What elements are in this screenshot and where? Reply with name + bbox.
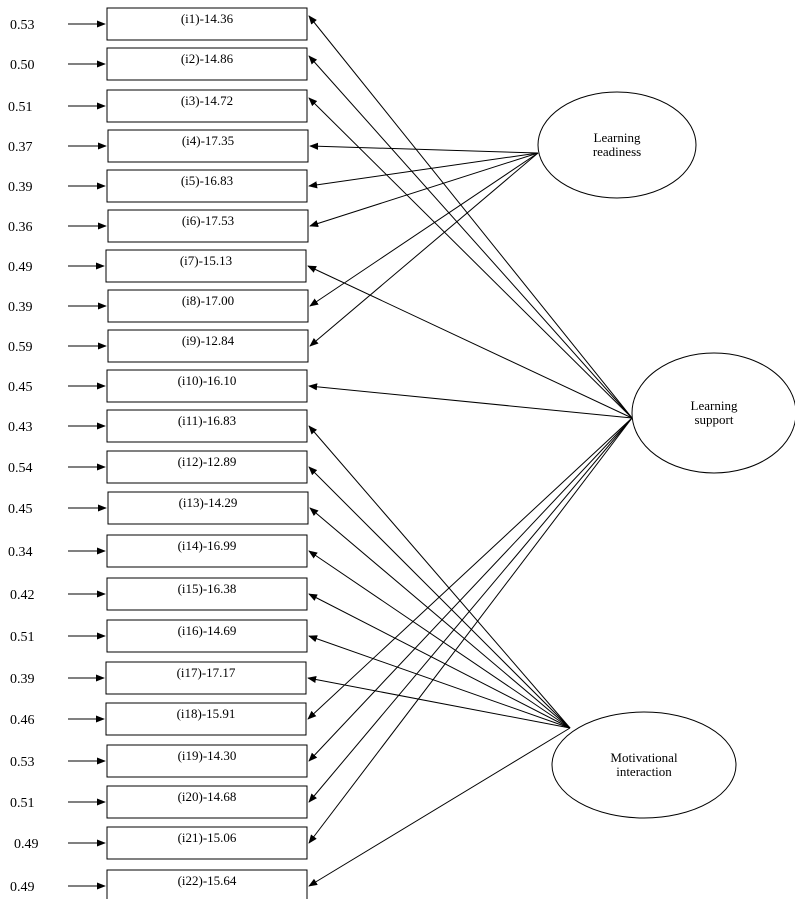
indicator-label-i16: (i16)-14.69 [178, 623, 237, 638]
error-variance-i1: 0.53 [10, 18, 35, 33]
error-variance-i11: 0.43 [8, 420, 33, 435]
indicator-label-i13: (i13)-14.29 [179, 495, 238, 510]
error-variance-i8: 0.39 [8, 300, 33, 315]
loading-path-motivational-i22 [308, 727, 571, 887]
loading-path-readiness-i9 [309, 152, 539, 347]
indicator-label-i12: (i12)-12.89 [178, 454, 237, 469]
indicator-box-i18 [105, 702, 307, 736]
indicator-label-i18: (i18)-15.91 [177, 706, 236, 721]
latent-factor-support [631, 352, 795, 474]
loading-path-support-i1 [308, 15, 633, 419]
indicator-label-i15: (i15)-16.38 [178, 581, 237, 596]
loading-path-support-i10 [308, 383, 633, 419]
factor-label-readiness-1: Learning [594, 130, 641, 145]
indicator-box-i15 [106, 577, 308, 611]
loading-path-motivational-i17 [307, 675, 571, 729]
indicator-label-i19: (i19)-14.30 [178, 748, 237, 763]
indicator-box-i3 [106, 89, 308, 123]
indicator-label-i2: (i2)-14.86 [181, 51, 234, 66]
indicator-label-i7: (i7)-15.13 [180, 253, 232, 268]
indicator-box-i19 [106, 744, 308, 778]
error-variance-i5: 0.39 [8, 180, 33, 195]
factor-label-readiness-2: readiness [593, 144, 641, 159]
error-variance-i21: 0.49 [14, 837, 39, 852]
error-variance-i22: 0.49 [10, 880, 35, 895]
loading-path-readiness-i4 [309, 142, 539, 154]
indicator-box-i2 [106, 47, 308, 81]
error-variance-i15: 0.42 [10, 588, 35, 603]
indicator-label-i20: (i20)-14.68 [178, 789, 237, 804]
loading-path-support-i3 [308, 97, 633, 419]
indicator-box-i8 [107, 289, 309, 323]
loading-path-motivational-i15 [308, 593, 571, 729]
loading-path-support-i18 [307, 417, 633, 720]
error-variance-i14: 0.34 [8, 545, 33, 560]
indicator-box-i1 [106, 7, 308, 41]
indicator-label-i4: (i4)-17.35 [182, 133, 234, 148]
indicator-box-i13 [107, 491, 309, 525]
error-variance-i7: 0.49 [8, 260, 33, 275]
indicator-box-i10 [106, 369, 308, 403]
indicator-box-i21 [106, 826, 308, 860]
indicator-box-i20 [106, 785, 308, 819]
factor-label-motivational-1: Motivational [610, 750, 678, 765]
indicator-label-i21: (i21)-15.06 [178, 830, 237, 845]
error-variance-i10: 0.45 [8, 380, 33, 395]
error-variance-i3: 0.51 [8, 100, 33, 115]
indicator-box-i4 [107, 129, 309, 163]
error-variance-i4: 0.37 [8, 140, 33, 155]
factor-label-motivational-2: interaction [616, 764, 672, 779]
indicator-label-i17: (i17)-17.17 [177, 665, 236, 680]
indicator-label-i14: (i14)-16.99 [178, 538, 237, 553]
error-variance-i12: 0.54 [8, 461, 33, 476]
factor-label-support-2: support [695, 412, 734, 427]
indicator-box-i11 [106, 409, 308, 443]
indicator-box-i7 [105, 249, 307, 283]
loading-path-motivational-i12 [308, 466, 571, 729]
error-variance-i13: 0.45 [8, 502, 33, 517]
indicator-box-i5 [106, 169, 308, 203]
indicator-label-i8: (i8)-17.00 [182, 293, 234, 308]
indicator-box-i12 [106, 450, 308, 484]
indicator-box-i6 [107, 209, 309, 243]
indicator-box-i16 [106, 619, 308, 653]
loading-path-motivational-i16 [308, 635, 571, 729]
latent-factor-readiness [537, 91, 697, 199]
indicator-label-i5: (i5)-16.83 [181, 173, 233, 188]
loading-path-motivational-i11 [308, 425, 571, 729]
indicator-box-i14 [106, 534, 308, 568]
indicator-box-i17 [105, 661, 307, 695]
indicator-label-i1: (i1)-14.36 [181, 11, 234, 26]
indicator-box-i9 [107, 329, 309, 363]
indicator-label-i11: (i11)-16.83 [178, 413, 236, 428]
error-variance-i20: 0.51 [10, 796, 35, 811]
indicator-label-i9: (i9)-12.84 [182, 333, 235, 348]
loading-path-readiness-i5 [308, 152, 539, 189]
error-variance-i2: 0.50 [10, 58, 35, 73]
error-variance-i17: 0.39 [10, 672, 35, 687]
indicator-label-i3: (i3)-14.72 [181, 93, 233, 108]
error-variance-i6: 0.36 [8, 220, 33, 235]
factor-label-support-1: Learning [691, 398, 738, 413]
loading-path-motivational-i13 [309, 507, 571, 729]
loading-path-support-i7 [307, 265, 633, 419]
error-variance-i18: 0.46 [10, 713, 35, 728]
loading-path-readiness-i6 [309, 152, 539, 227]
loading-path-support-i21 [308, 417, 633, 844]
indicator-label-i22: (i22)-15.64 [178, 873, 237, 888]
loading-path-readiness-i8 [309, 152, 539, 307]
error-variance-i19: 0.53 [10, 755, 35, 770]
loading-path-support-i2 [308, 55, 633, 419]
indicator-box-i22 [106, 869, 308, 899]
loading-path-motivational-i14 [308, 550, 571, 729]
loading-path-support-i20 [308, 417, 633, 803]
latent-factor-motivational [551, 711, 737, 819]
indicator-label-i6: (i6)-17.53 [182, 213, 234, 228]
error-variance-i16: 0.51 [10, 630, 35, 645]
loading-path-support-i19 [308, 417, 633, 762]
indicator-label-i10: (i10)-16.10 [178, 373, 237, 388]
error-variance-i9: 0.59 [8, 340, 33, 355]
